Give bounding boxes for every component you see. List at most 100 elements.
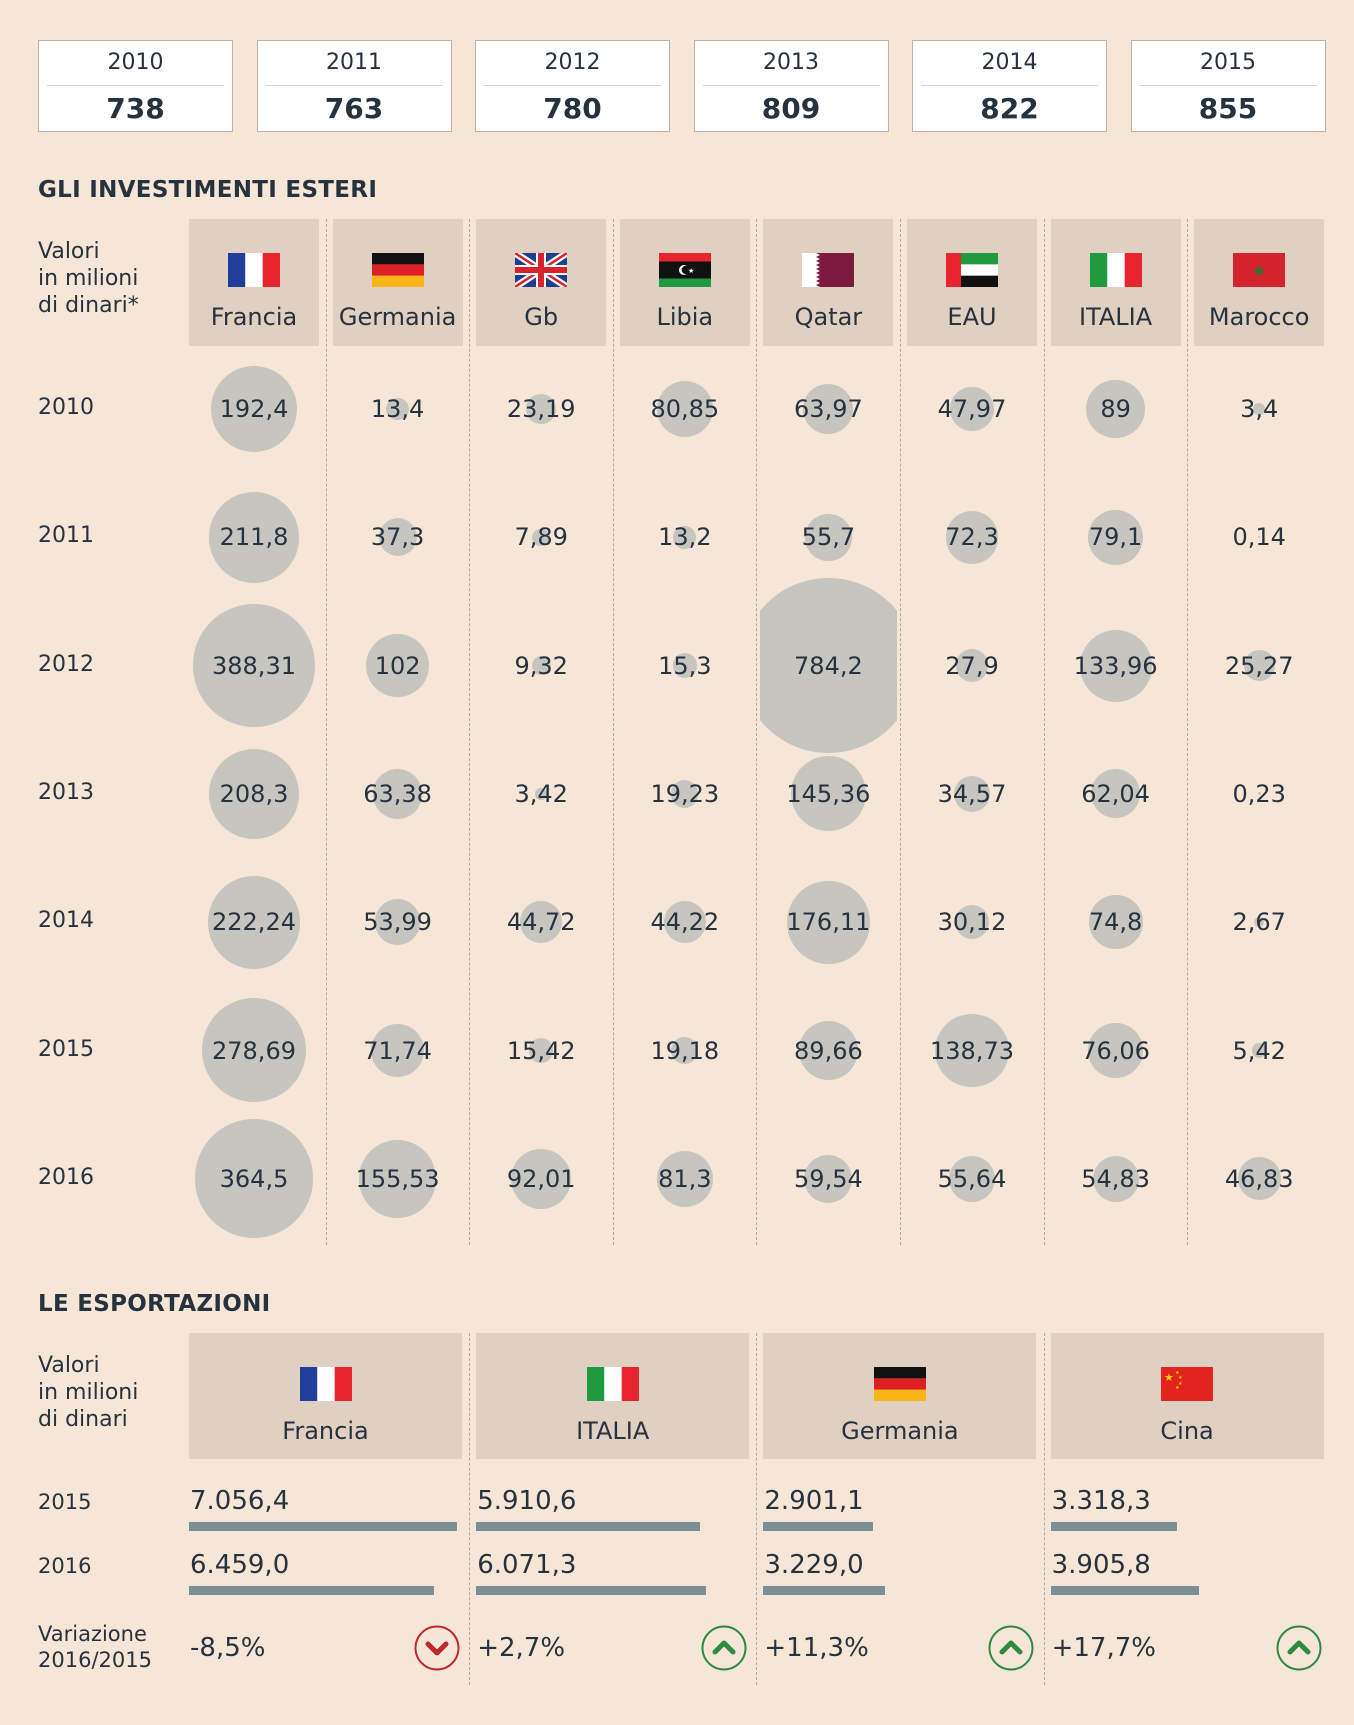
bubble-value: 23,19 [506, 395, 576, 423]
timeline-value: 738 [106, 92, 165, 125]
bubble-value: 55,64 [937, 1164, 1007, 1193]
china-flag-icon: ★ ★ ★ ★ ★ [1161, 1367, 1214, 1405]
bubble-value: 364,5 [219, 1164, 289, 1193]
export-value: 5.910,6 [477, 1486, 577, 1516]
bubble [953, 775, 991, 813]
bubble-value: 81,3 [658, 1164, 712, 1193]
bubble-value: 44,72 [506, 908, 576, 937]
bubble-value: 34,57 [937, 779, 1007, 808]
export-bar [189, 1522, 457, 1531]
country-header-eau: EAU [907, 219, 1037, 346]
bubble-value: 62,04 [1081, 779, 1150, 808]
country-header-gb: Gb [476, 219, 607, 346]
italy-flag-icon [586, 1367, 639, 1405]
germany-flag-icon [371, 253, 424, 291]
bubble [201, 998, 306, 1103]
bubble [673, 525, 697, 549]
export-bar [476, 1586, 707, 1595]
country-name: ITALIA [1079, 303, 1153, 331]
country-name: Germania [841, 1417, 959, 1445]
timeline-box: 2012 780 [475, 40, 670, 132]
timeline-box: 2014 822 [912, 40, 1107, 132]
timeline-divider [484, 85, 661, 86]
bubble [672, 653, 697, 678]
variation-label: Variazione 2016/2015 [38, 1621, 152, 1673]
bubble-value: 5,42 [1232, 1036, 1286, 1065]
bubble-value: 138,73 [930, 1036, 1014, 1065]
year-label: 2015 [38, 1036, 94, 1062]
france-flag-icon [228, 253, 280, 291]
country-name: EAU [947, 303, 997, 331]
export-bar [476, 1522, 701, 1531]
timeline-year: 2014 [981, 50, 1038, 75]
bubble-value: 89,66 [794, 1036, 863, 1065]
export-value: 2.901,1 [764, 1486, 864, 1516]
export-bar [763, 1586, 886, 1595]
bubble [945, 510, 999, 564]
column-separator [900, 219, 901, 1245]
bubble-value: 74,8 [1088, 908, 1143, 937]
timeline-divider [47, 85, 224, 86]
column-separator [756, 1333, 758, 1685]
bubble [805, 514, 852, 561]
timeline-year: 2012 [544, 50, 601, 75]
morocco-flag-icon: ★ [1233, 253, 1286, 291]
year-label: 2013 [38, 779, 94, 805]
bubble-value: 145,36 [786, 779, 871, 808]
timeline-year: 2013 [763, 50, 819, 75]
exports-unit-label: Valori in milioni di dinari [38, 1352, 178, 1433]
country-name: ITALIA [576, 1417, 650, 1445]
bubble [526, 393, 557, 424]
bubble-value: 89 [1100, 395, 1131, 423]
column-separator [612, 219, 614, 1245]
bubble [803, 384, 854, 434]
bubble [1257, 792, 1261, 796]
bubble [1088, 1023, 1143, 1078]
timeline-value: 822 [980, 92, 1039, 125]
bubble-value: 71,74 [363, 1036, 432, 1065]
column-separator [1187, 219, 1189, 1245]
year-label: 2016 [38, 1164, 94, 1190]
bubble-value: 222,24 [212, 908, 296, 937]
svg-text:★: ★ [1178, 1375, 1183, 1381]
bubble [374, 899, 421, 946]
bubble [1253, 403, 1265, 415]
bubble [520, 901, 563, 944]
variation-value: +11,3% [764, 1633, 869, 1663]
unit-line-3: di dinari* [38, 293, 139, 318]
bubble [948, 1155, 996, 1203]
bubble-value: 9,32 [514, 651, 568, 680]
export-value: 6.071,3 [477, 1550, 577, 1580]
bubble-value: 7,89 [514, 523, 568, 552]
germany-flag-icon [873, 1367, 926, 1405]
country-header-qatar: Qatar [763, 219, 894, 346]
export-header-cina: ★ ★ ★ ★ ★ Cina [1050, 1333, 1324, 1459]
export-bar [189, 1586, 434, 1595]
bubble [531, 656, 551, 676]
bubble [1079, 629, 1152, 702]
bubble-value: 15,42 [506, 1036, 576, 1065]
bubble [192, 604, 316, 727]
arrow-up-icon [1276, 1625, 1322, 1671]
svg-text:★: ★ [1164, 1371, 1174, 1384]
bubble-value: 54,83 [1081, 1164, 1150, 1193]
variation-label-line-1: Variazione [38, 1622, 147, 1646]
timeline-box: 2011 763 [256, 40, 452, 132]
timeline-year: 2011 [326, 50, 382, 75]
bubble [1258, 536, 1261, 539]
bubble [366, 634, 430, 698]
bubble [371, 1024, 424, 1077]
country-name: Germania [338, 303, 457, 331]
country-name: Libia [656, 303, 714, 331]
bubble [787, 880, 870, 964]
bubble-value: 80,85 [650, 395, 720, 423]
bubble-value: 53,99 [363, 908, 432, 937]
bubble-value: 37,3 [370, 523, 425, 552]
svg-text:★: ★ [1178, 1381, 1183, 1387]
bubble [1237, 1157, 1281, 1201]
bubble [1254, 917, 1265, 928]
unit-line-1: Valori [38, 239, 100, 264]
timeline-box: 2013 809 [693, 40, 889, 132]
export-header-francia: Francia [189, 1333, 462, 1459]
svg-text:★: ★ [1252, 261, 1266, 280]
